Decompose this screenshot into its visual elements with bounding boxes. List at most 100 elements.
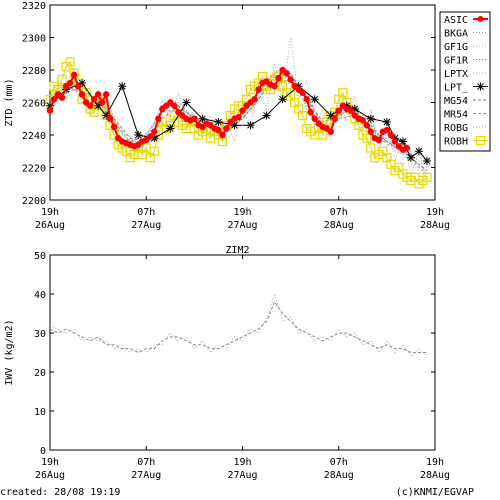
- data-point: [318, 130, 328, 140]
- data-point: [391, 138, 399, 145]
- data-point: [78, 79, 87, 87]
- data-point: [335, 107, 342, 114]
- data-point: [78, 91, 86, 98]
- legend-marker: [476, 82, 485, 91]
- y-tick-label: 2320: [22, 1, 46, 12]
- x-tick-label: 07h: [330, 457, 348, 468]
- data-point: [366, 114, 375, 123]
- data-point: [414, 147, 423, 156]
- legend-label: ROBH: [444, 137, 468, 148]
- data-point: [278, 95, 287, 104]
- data-point: [198, 114, 207, 123]
- data-point: [230, 121, 239, 130]
- data-point: [331, 115, 338, 122]
- series-line-lpt: [49, 82, 428, 162]
- data-point: [363, 122, 371, 129]
- data-point: [155, 115, 162, 122]
- series-lpt: [46, 79, 431, 165]
- legend-label: ROBG: [444, 123, 468, 134]
- data-point: [382, 118, 391, 126]
- y-tick-label: 30: [34, 329, 46, 340]
- data-point: [338, 88, 348, 98]
- x-tick-label: 26Aug: [35, 220, 65, 231]
- legend-label: LPTX: [444, 69, 468, 80]
- x-tick-label: 19h: [41, 207, 59, 218]
- data-point: [191, 115, 198, 122]
- x-tick-label: 07h: [137, 457, 155, 468]
- data-point: [375, 136, 383, 144]
- x-tick-label: 27Aug: [131, 220, 161, 231]
- series-line-iwv-a: [49, 300, 427, 354]
- data-point: [106, 115, 114, 122]
- data-point: [299, 89, 306, 96]
- data-point: [422, 172, 432, 182]
- chart-title: ZIM2: [225, 245, 249, 256]
- y-tick-label: 50: [34, 251, 46, 262]
- data-point: [367, 128, 375, 135]
- data-point: [70, 71, 78, 79]
- x-tick-label: 28Aug: [420, 470, 450, 481]
- x-tick-label: 07h: [330, 207, 348, 218]
- series-mg54: [49, 72, 428, 172]
- data-point: [303, 96, 310, 103]
- data-point: [46, 107, 54, 114]
- data-point: [310, 95, 319, 104]
- x-tick-label: 07h: [137, 207, 155, 218]
- data-point: [102, 111, 111, 120]
- legend-label: GF1R: [444, 56, 469, 67]
- x-tick-label: 28Aug: [420, 220, 450, 231]
- data-point: [214, 118, 223, 126]
- y-tick-label: 20: [34, 368, 46, 379]
- data-point: [110, 123, 118, 131]
- data-point: [359, 117, 367, 124]
- data-point: [74, 83, 82, 90]
- data-point: [342, 101, 351, 110]
- data-point: [89, 107, 99, 117]
- data-point: [50, 96, 58, 103]
- x-tick-label: 27Aug: [227, 220, 257, 231]
- legend: ASIC BKGA GF1G GF1R LPTX LPT_ MG54 MR54 ROBG ROBH: [439, 11, 491, 152]
- data-point: [150, 134, 159, 143]
- y-tick-label: 0: [40, 446, 46, 457]
- iwv-chart: 0 10 20 30 40 50 19h 26Aug 07h 27Aug 19h 27Aug 07h 28…: [4, 245, 450, 481]
- data-point: [235, 113, 242, 121]
- series-line-mg54: [49, 72, 428, 172]
- data-point: [387, 131, 395, 139]
- data-point: [171, 102, 178, 109]
- legend-label: BKGA: [444, 29, 468, 40]
- data-point: [223, 125, 230, 132]
- legend-label: MG54: [444, 96, 468, 107]
- y-tick-label: 2200: [22, 196, 46, 207]
- data-point: [366, 143, 376, 153]
- data-point: [326, 111, 335, 120]
- data-point: [239, 107, 246, 114]
- data-point: [134, 131, 143, 139]
- data-point: [86, 102, 94, 109]
- data-point: [102, 91, 110, 98]
- data-point: [90, 96, 98, 103]
- data-point: [166, 124, 175, 133]
- series-asic: [46, 66, 411, 153]
- y-axis-label: IWV (kg/m2): [4, 319, 15, 385]
- data-point: [66, 79, 74, 87]
- x-tick-label: 28Aug: [324, 470, 354, 481]
- data-point: [151, 128, 158, 135]
- plot-frame: [49, 254, 436, 451]
- data-point: [383, 126, 391, 134]
- data-point: [219, 131, 226, 139]
- x-tick-label: 19h: [426, 457, 444, 468]
- legend-label: MR54: [444, 110, 468, 121]
- data-point: [271, 83, 278, 90]
- series-line-iwv-b: [49, 292, 428, 358]
- data-point: [215, 126, 222, 134]
- footer-created-label: created: 28/08 19:19: [0, 487, 121, 498]
- x-tick-label: 26Aug: [35, 470, 65, 481]
- data-point: [57, 75, 67, 85]
- legend-marker: [475, 135, 486, 146]
- data-point: [182, 98, 191, 107]
- y-tick-label: 2260: [22, 99, 46, 110]
- x-tick-label: 19h: [233, 457, 251, 468]
- data-point: [98, 99, 106, 106]
- data-point: [390, 134, 399, 143]
- data-point: [398, 137, 407, 146]
